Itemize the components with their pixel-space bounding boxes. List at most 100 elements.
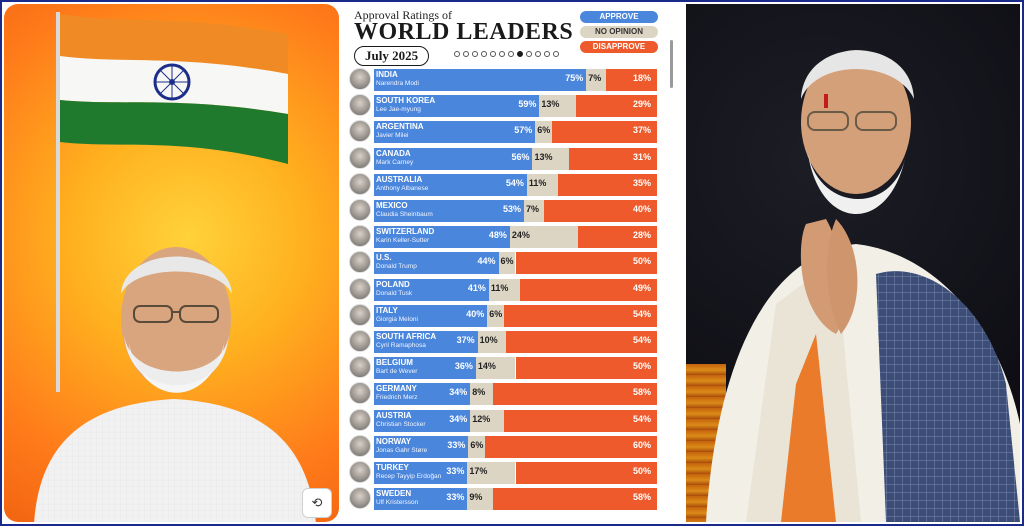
- leader-avatar: [349, 461, 371, 483]
- leader-name: Claudia Sheinbaum: [376, 211, 433, 218]
- bar-disapprove: [485, 435, 657, 458]
- leader-avatar: [349, 382, 371, 405]
- month-dot: [544, 51, 550, 57]
- leader-name: Javier Milei: [376, 132, 409, 140]
- approve-value-label: 33%: [446, 466, 465, 476]
- month-dot: [490, 51, 496, 57]
- bar-disapprove: [552, 121, 657, 144]
- leader-name: Donald Tusk: [376, 289, 413, 297]
- bar-no-opinion: [535, 121, 553, 144]
- chart-row: U.S. Donald Trump 44% 6% 50%: [346, 251, 666, 276]
- approve-value-label: 75%: [565, 73, 584, 83]
- leader-name: Friedrich Merz: [376, 394, 418, 402]
- approve-value-label: 44%: [477, 256, 496, 267]
- bar-stack: [374, 200, 657, 222]
- bar-approve: [374, 69, 587, 91]
- approve-value-label: 57%: [514, 125, 533, 136]
- leader-avatar: [349, 277, 371, 300]
- leader-avatar: [349, 434, 371, 457]
- country-label: POLAND: [376, 279, 410, 289]
- approve-value-label: 37%: [456, 335, 475, 345]
- month-dot: [481, 51, 487, 57]
- chart-title: WORLD LEADERS: [354, 19, 574, 45]
- country-label: NORWAY: [376, 436, 412, 446]
- leader-portrait-right: [706, 50, 1020, 522]
- disapprove-value-label: 50%: [633, 466, 652, 476]
- approve-value-label: 34%: [449, 413, 468, 424]
- leader-name: Recep Tayyip Erdoğan: [376, 473, 442, 480]
- bar-disapprove: [515, 357, 657, 380]
- chart-row: BELGIUM Bart de Wever 36% 14% 50%: [346, 356, 666, 381]
- indian-flag-image: [60, 14, 288, 164]
- visual-search-button[interactable]: ⟲: [302, 488, 332, 518]
- disapprove-value-label: 31%: [633, 151, 652, 162]
- leader-avatar: [349, 199, 371, 221]
- bar-stack: [374, 147, 657, 170]
- no-opinion-value-label: 6%: [500, 256, 514, 267]
- approve-value-label: 53%: [502, 204, 521, 214]
- country-label: CANADA: [376, 148, 411, 158]
- bar-approve: [374, 147, 533, 170]
- date-pill: July 2025: [354, 46, 430, 66]
- bar-disapprove: [543, 200, 657, 222]
- month-dot-active: [517, 51, 523, 57]
- bar-stack: [374, 121, 657, 144]
- bar-disapprove: [504, 304, 657, 327]
- bar-approve: [374, 331, 478, 353]
- chart-row: SWEDEN Ulf Kristersson 33% 9% 58%: [346, 487, 666, 512]
- leader-name: Karin Keller-Sutter: [376, 237, 430, 245]
- disapprove-value-label: 58%: [633, 492, 652, 503]
- bar-stack: [374, 304, 657, 327]
- bar-disapprove: [505, 331, 657, 353]
- month-dot: [553, 51, 559, 57]
- leader-avatar: [349, 408, 371, 431]
- approve-value-label: 41%: [467, 282, 486, 293]
- bar-approve: [374, 121, 536, 144]
- bar-approve: [374, 383, 471, 406]
- chart-kicker: Approval Ratings of: [354, 8, 452, 22]
- disapprove-value-label: 50%: [633, 256, 652, 267]
- country-label: MEXICO: [376, 201, 408, 210]
- bar-disapprove: [515, 462, 657, 484]
- approve-value-label: 33%: [446, 492, 465, 503]
- leader-avatar: [349, 146, 371, 169]
- bar-no-opinion: [477, 331, 506, 353]
- disapprove-value-label: 35%: [633, 177, 652, 188]
- country-label: SOUTH AFRICA: [376, 332, 437, 341]
- bar-disapprove: [577, 226, 657, 249]
- leader-avatar: [349, 172, 371, 195]
- bar-no-opinion: [532, 147, 570, 170]
- approve-value-label: 36%: [454, 361, 473, 372]
- no-opinion-value-label: 24%: [511, 230, 530, 241]
- approve-value-label: 56%: [511, 151, 530, 162]
- approve-value-label: 59%: [518, 99, 537, 110]
- month-dot: [463, 51, 469, 57]
- bar-stack: [374, 226, 657, 249]
- leader-name: Jonas Gahr Støre: [376, 446, 428, 454]
- scrollbar[interactable]: [670, 40, 673, 88]
- leader-portrait-left: [34, 247, 316, 522]
- legend-disapprove: DISAPPROVE: [580, 41, 658, 53]
- no-opinion-value-label: 7%: [525, 204, 539, 214]
- leader-avatar: [349, 68, 371, 90]
- chart-row: INDIA Narendra Modi 75% 7% 18%: [346, 68, 666, 93]
- approval-chart-panel: Approval Ratings of WORLD LEADERS July 2…: [346, 4, 680, 522]
- leader-avatar: [349, 330, 371, 352]
- approve-value-label: 33%: [447, 439, 466, 450]
- chart-row: POLAND Donald Tusk 41% 11% 49%: [346, 277, 666, 303]
- country-label: SOUTH KOREA: [376, 96, 436, 106]
- chart-row: CANADA Mark Carney 56% 13% 31%: [346, 146, 666, 172]
- chart-row: SOUTH AFRICA Cyril Ramaphosa 37% 10% 54%: [346, 330, 666, 355]
- month-dot: [454, 51, 460, 57]
- bar-stack: [374, 95, 657, 118]
- bar-no-opinion: [467, 488, 493, 511]
- bar-disapprove: [569, 147, 657, 170]
- leader-avatar: [349, 487, 371, 510]
- leader-avatar: [349, 303, 371, 326]
- leader-name: Lee Jae-myung: [376, 106, 421, 114]
- bar-stack: [374, 409, 657, 432]
- country-label: ITALY: [376, 305, 398, 315]
- bar-stack: [374, 383, 657, 406]
- no-opinion-value-label: 14%: [477, 361, 496, 372]
- leader-avatar: [349, 225, 371, 248]
